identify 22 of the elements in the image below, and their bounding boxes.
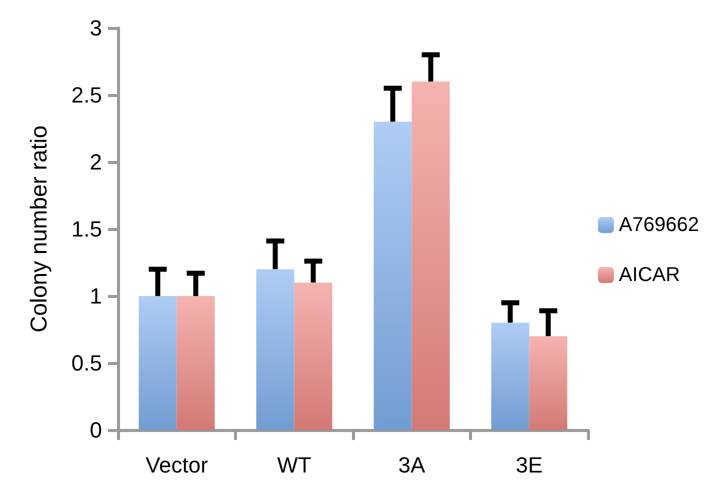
y-tick-label: 2.5 (71, 82, 102, 108)
y-tick-label: 3 (90, 16, 102, 40)
bar (256, 269, 294, 430)
y-tick-label: 1.5 (71, 216, 102, 242)
x-tick-label: 3E (516, 452, 543, 478)
x-tick-label: Vector (146, 452, 208, 478)
legend-label: AICAR (618, 264, 680, 286)
bar (138, 296, 177, 430)
bar (412, 82, 450, 430)
legend-label: A769662 (618, 214, 699, 236)
y-tick-label: 2 (90, 150, 102, 174)
y-tick-label: 1 (90, 284, 102, 308)
y-axis-title: Colony number ratio (26, 125, 52, 333)
bar (529, 336, 568, 430)
bar (176, 296, 215, 430)
x-tick-label: WT (277, 452, 312, 478)
bar (374, 122, 412, 430)
bar (294, 282, 332, 430)
x-tick-label: 3A (398, 452, 426, 478)
y-tick-label: 0.5 (71, 350, 102, 376)
bar (491, 322, 530, 430)
y-tick-label: 0 (90, 418, 102, 442)
